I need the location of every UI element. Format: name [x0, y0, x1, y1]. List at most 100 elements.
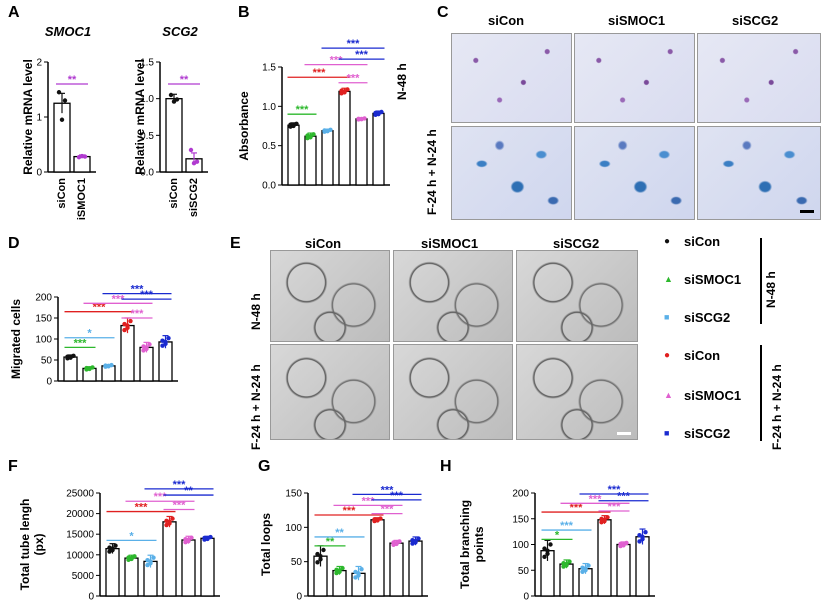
micrograph-c-sicon-n48: [451, 33, 572, 123]
y-tick-label: 0.0: [140, 168, 154, 179]
data-point: [132, 554, 137, 559]
significance-label: ***: [140, 289, 154, 301]
significance-label: ***: [131, 284, 145, 296]
y-tick-label: 1.0: [262, 102, 276, 113]
bar: [63, 356, 78, 382]
data-point: [151, 555, 156, 560]
legend-label-siscg2-n48: siSCG2: [684, 310, 731, 325]
y-axis-label: Relative mRNA level: [133, 59, 147, 175]
panel-c-col-sismoc1: siSMOC1: [608, 13, 666, 28]
legend-label-sicon-f24: siCon: [684, 348, 721, 363]
data-point: [113, 543, 118, 548]
significance-label: ***: [347, 73, 361, 85]
significance-label: ***: [313, 67, 327, 79]
data-point: [548, 542, 553, 547]
y-tick-label: 100: [512, 540, 529, 551]
y-tick-label: 1.5: [262, 63, 276, 74]
y-axis-label: Total loops: [259, 513, 273, 576]
tube-image-sicon-n48: [270, 250, 390, 342]
bar: [616, 543, 631, 597]
legend-marker-siscg2-f24: ■: [664, 428, 670, 438]
bar: [162, 521, 177, 597]
micrograph-c-sismoc1-n48: [574, 33, 695, 123]
data-point: [148, 561, 153, 566]
data-point: [194, 159, 200, 164]
data-point: [125, 325, 130, 331]
significance-label: ***: [589, 493, 603, 505]
y-axis-label: Absorbance: [237, 91, 251, 161]
data-point: [129, 556, 134, 562]
tube-image-sismoc1-f24: [393, 344, 513, 440]
data-point: [318, 557, 323, 562]
data-point: [353, 569, 358, 575]
significance-label: **: [180, 74, 189, 86]
significance-label: *: [129, 530, 134, 542]
data-point: [160, 338, 165, 343]
y-tick-label: 100: [285, 523, 302, 534]
bar: [105, 547, 120, 597]
panel-e-row-f24: F-24 h + N-24 h: [249, 364, 263, 450]
data-point: [122, 327, 127, 333]
scale-bar-c: [800, 210, 814, 213]
y-tick-label: 0: [88, 592, 94, 603]
significance-label: ***: [131, 308, 145, 320]
y-tick-label: 50: [518, 566, 530, 577]
legend-bracket-f24: [760, 345, 762, 441]
data-point: [637, 533, 642, 538]
data-point: [308, 134, 313, 140]
y-tick-label: 0: [296, 592, 302, 603]
data-point: [167, 521, 172, 526]
data-point: [643, 529, 648, 535]
data-point: [580, 565, 585, 570]
y-axis-label: Total tube lengh: [18, 499, 32, 591]
data-point: [188, 147, 194, 153]
data-point: [141, 344, 146, 349]
data-point: [107, 545, 112, 550]
panel-label-f: F: [8, 458, 18, 475]
y-axis-label: Relative mRNA level: [21, 59, 35, 175]
legend-group-n48: N-48 h: [764, 271, 778, 308]
chart-total-tube-length: 0 5000 10000 15000 20000 25000 Total tube leng…: [18, 479, 220, 603]
bar: [53, 102, 71, 173]
data-point: [174, 97, 180, 102]
data-point: [542, 546, 547, 551]
y-tick-label: 1.5: [140, 58, 154, 69]
y-tick-label: 0.0: [262, 181, 276, 192]
y-tick-label: 0.5: [140, 131, 154, 142]
data-point: [356, 573, 361, 578]
panel-c-col-siscg2: siSCG2: [732, 13, 779, 28]
data-point: [321, 547, 326, 553]
micrograph-c-sicon-f24: [451, 126, 572, 220]
data-point: [128, 318, 133, 324]
data-point: [110, 547, 115, 553]
y-tick-label: 200: [35, 293, 52, 304]
legend-marker-sismoc1-n48: ▲: [664, 274, 673, 284]
significance-label: ***: [362, 495, 376, 507]
panel-e-row-n48: N-48 h: [249, 293, 263, 330]
legend-label-sismoc1-n48: siSMOC1: [684, 272, 742, 287]
data-point: [342, 90, 347, 95]
legend-bracket-n48: [760, 238, 762, 324]
significance-label: ***: [296, 104, 310, 116]
legend-label-siscg2-f24: siSCG2: [684, 426, 731, 441]
y-axis-label: Total branching: [458, 500, 472, 589]
data-point: [602, 518, 607, 524]
panel-e-col-sismoc1: siSMOC1: [421, 236, 479, 251]
bar: [408, 540, 423, 597]
y-axis-label: points: [472, 526, 486, 562]
bar: [559, 563, 574, 597]
significance-label: **: [68, 74, 77, 86]
data-point: [59, 117, 65, 122]
significance-label: ***: [112, 293, 126, 305]
data-point: [337, 569, 342, 575]
data-point: [106, 364, 111, 369]
bar: [372, 112, 385, 186]
y-tick-label: 0: [46, 377, 52, 388]
data-point: [144, 346, 149, 352]
y-tick-label: 2: [36, 58, 42, 69]
